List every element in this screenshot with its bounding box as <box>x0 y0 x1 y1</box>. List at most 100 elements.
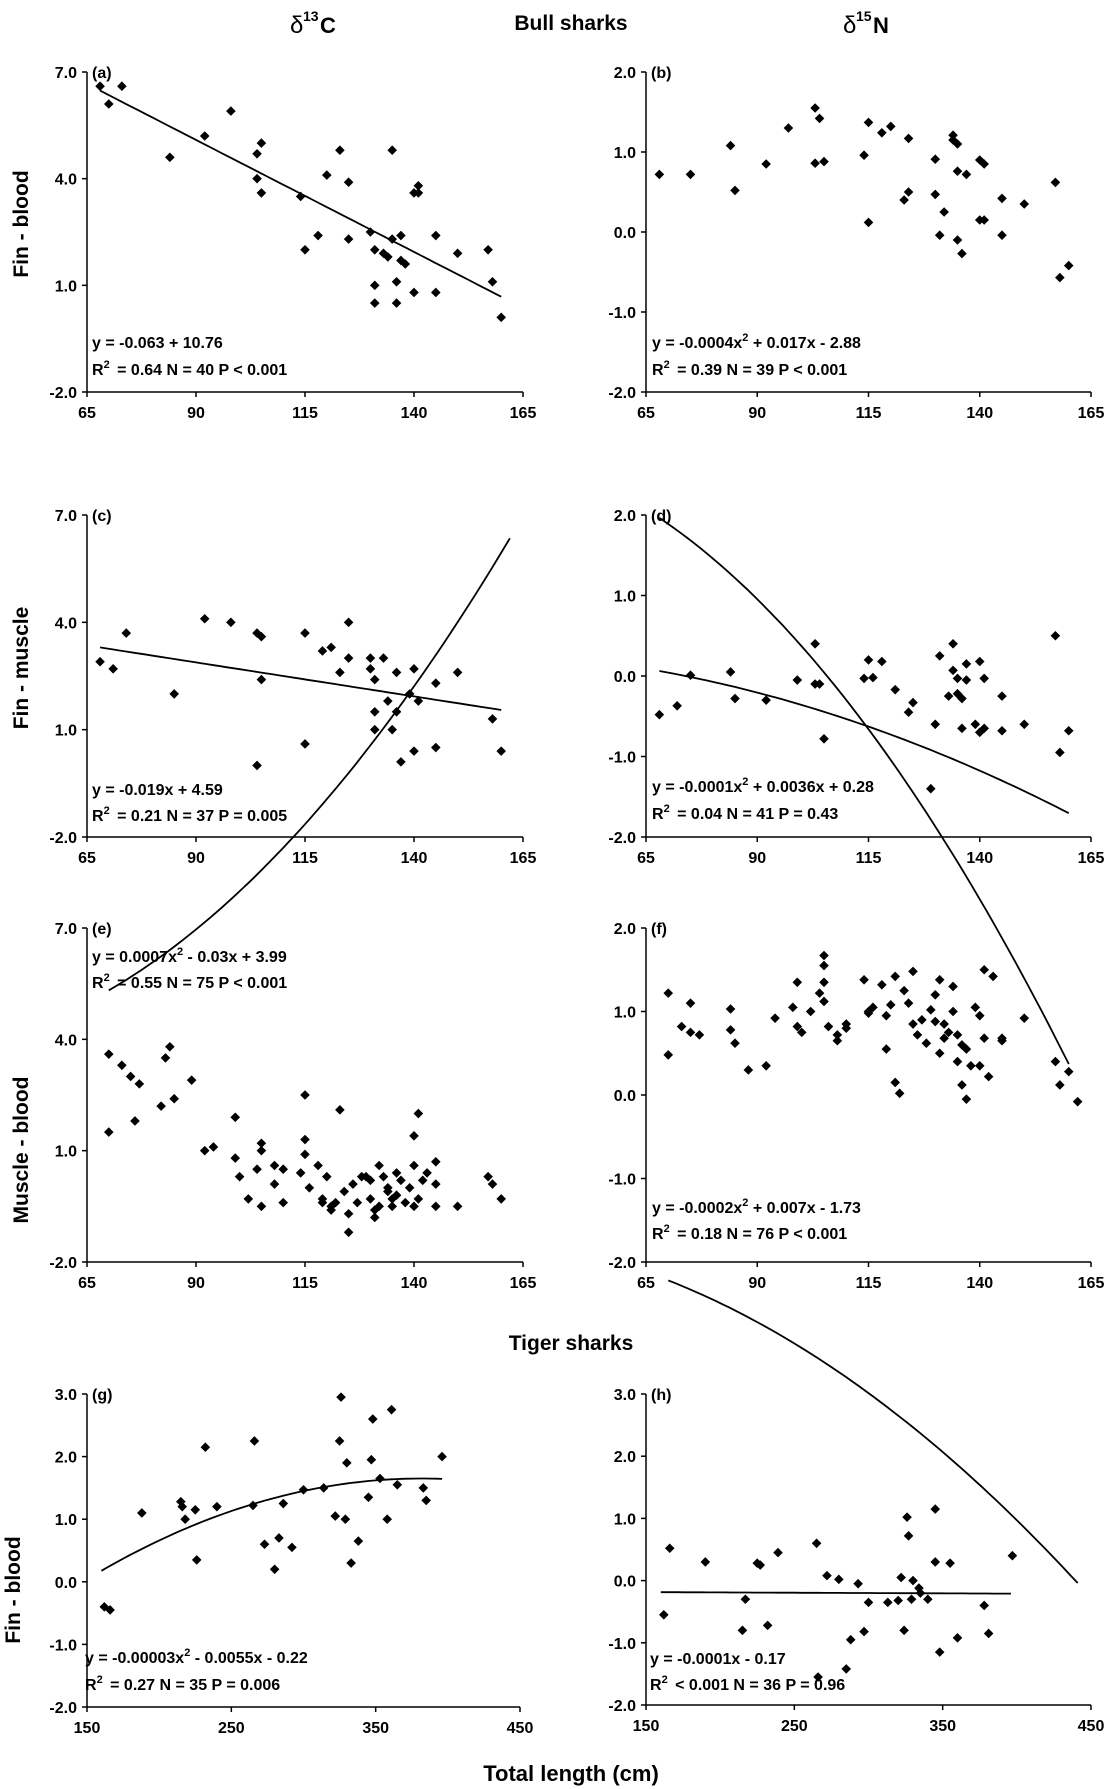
data-point <box>819 977 829 988</box>
data-point <box>365 653 376 663</box>
x-tick-label: 165 <box>510 1275 537 1292</box>
fit-stats: R2 = 0.64 N = 40 P < 0.001 <box>92 359 287 379</box>
data-point <box>685 169 696 180</box>
data-point <box>413 1194 424 1204</box>
data-point <box>369 706 380 717</box>
r2-exponent: 2 <box>104 359 110 371</box>
data-point <box>199 613 210 624</box>
data-point <box>917 1015 927 1025</box>
header-delta13C: δ 13 C <box>290 8 336 39</box>
data-point <box>374 1160 384 1171</box>
data-point <box>788 1002 798 1013</box>
data-point <box>365 664 376 674</box>
data-point <box>1050 630 1061 641</box>
x-tick-label: 90 <box>748 1275 766 1292</box>
data-point <box>313 1160 323 1171</box>
data-point <box>226 106 236 116</box>
data-point <box>805 1006 816 1017</box>
data-point <box>431 287 441 298</box>
data-point <box>903 133 914 144</box>
data-point <box>249 1436 260 1446</box>
data-point <box>983 1628 994 1639</box>
y-tick-label: 1.0 <box>55 1512 77 1529</box>
data-point <box>496 746 506 756</box>
data-point <box>859 673 869 684</box>
fit-equation-main: y = 0.0007x <box>92 949 177 966</box>
data-point <box>483 244 493 255</box>
data-point <box>819 156 829 167</box>
data-point <box>318 1483 329 1493</box>
fit-line <box>99 646 502 711</box>
data-point <box>672 700 682 711</box>
fit-equation-main: y = -0.0002x <box>652 1200 742 1217</box>
data-point <box>369 724 380 735</box>
y-tick-label: 2.0 <box>614 65 636 82</box>
y-tick-label: 7.0 <box>55 65 77 82</box>
data-point <box>256 1201 267 1212</box>
data-point <box>948 981 958 992</box>
data-point <box>685 998 696 1008</box>
data-point <box>859 150 869 160</box>
data-point <box>378 653 389 663</box>
x-tick-label: 140 <box>966 405 993 422</box>
r2-letter: R <box>92 362 104 379</box>
y-tick-label: 2.0 <box>614 508 636 525</box>
y-tick-label: -1.0 <box>608 305 636 322</box>
x-tick-label: 250 <box>218 1720 245 1737</box>
y-tick-label: 1.0 <box>55 1144 77 1161</box>
data-point <box>899 1625 909 1636</box>
y-tick-label: 4.0 <box>55 172 77 189</box>
data-point <box>939 1033 949 1044</box>
data-point <box>921 1038 932 1049</box>
data-point <box>322 170 332 180</box>
data-point <box>841 1664 852 1674</box>
data-point <box>369 674 380 685</box>
fit-stats: R2 = 0.04 N = 41 P = 0.43 <box>652 803 838 823</box>
data-point <box>431 1157 441 1167</box>
panel-tag: (e) <box>92 921 112 938</box>
y-tick-label: 7.0 <box>55 508 77 525</box>
data-point <box>1063 260 1074 271</box>
data-point <box>269 1160 280 1171</box>
fit-equation-exponent: 2 <box>184 1647 190 1659</box>
data-point <box>853 1578 863 1589</box>
data-point <box>137 1508 147 1518</box>
data-point <box>431 1179 441 1189</box>
data-point <box>961 169 972 180</box>
x-tick-label: 115 <box>856 1275 882 1292</box>
data-point <box>890 971 900 982</box>
y-tick-label: -2.0 <box>49 1255 77 1272</box>
data-point <box>899 985 909 996</box>
data-point <box>339 1186 350 1197</box>
panel-h: -2.0 -1.0 0.0 1.0 2.0 3.0 150 250 350 450 (h) y = -… <box>608 1387 1104 1735</box>
panel-g: -2.0 -1.0 0.0 1.0 2.0 3.0 150 250 350 450 (g) y = -… <box>49 1387 533 1737</box>
data-point <box>1050 1056 1061 1067</box>
data-point <box>105 1605 115 1615</box>
data-point <box>845 1634 856 1645</box>
data-point <box>730 185 740 196</box>
data-point <box>966 1060 976 1071</box>
r2-letter: R <box>650 1677 662 1694</box>
data-point <box>1063 1066 1074 1077</box>
data-point <box>335 667 345 678</box>
data-point <box>654 169 665 180</box>
data-point <box>404 1182 415 1193</box>
data-point <box>496 312 506 323</box>
data-point <box>814 988 825 998</box>
data-point <box>400 259 411 269</box>
data-point <box>165 152 175 163</box>
x-tick-label: 165 <box>1078 850 1105 867</box>
data-point <box>810 639 820 649</box>
data-point <box>387 234 397 244</box>
panel-e: -2.0 1.0 4.0 7.0 65 90 115 140 165 (e) y = 0.0007x… <box>49 537 537 1292</box>
y-tick-label: 0.0 <box>614 225 636 242</box>
y-tick-label: -2.0 <box>608 385 636 402</box>
data-point <box>685 1027 696 1038</box>
data-point <box>190 1505 201 1515</box>
data-point <box>343 617 354 628</box>
data-point <box>834 1574 844 1585</box>
data-point <box>761 159 771 169</box>
fit-line <box>659 670 1070 815</box>
data-point <box>908 1019 918 1029</box>
fit-line <box>667 1279 1079 1584</box>
